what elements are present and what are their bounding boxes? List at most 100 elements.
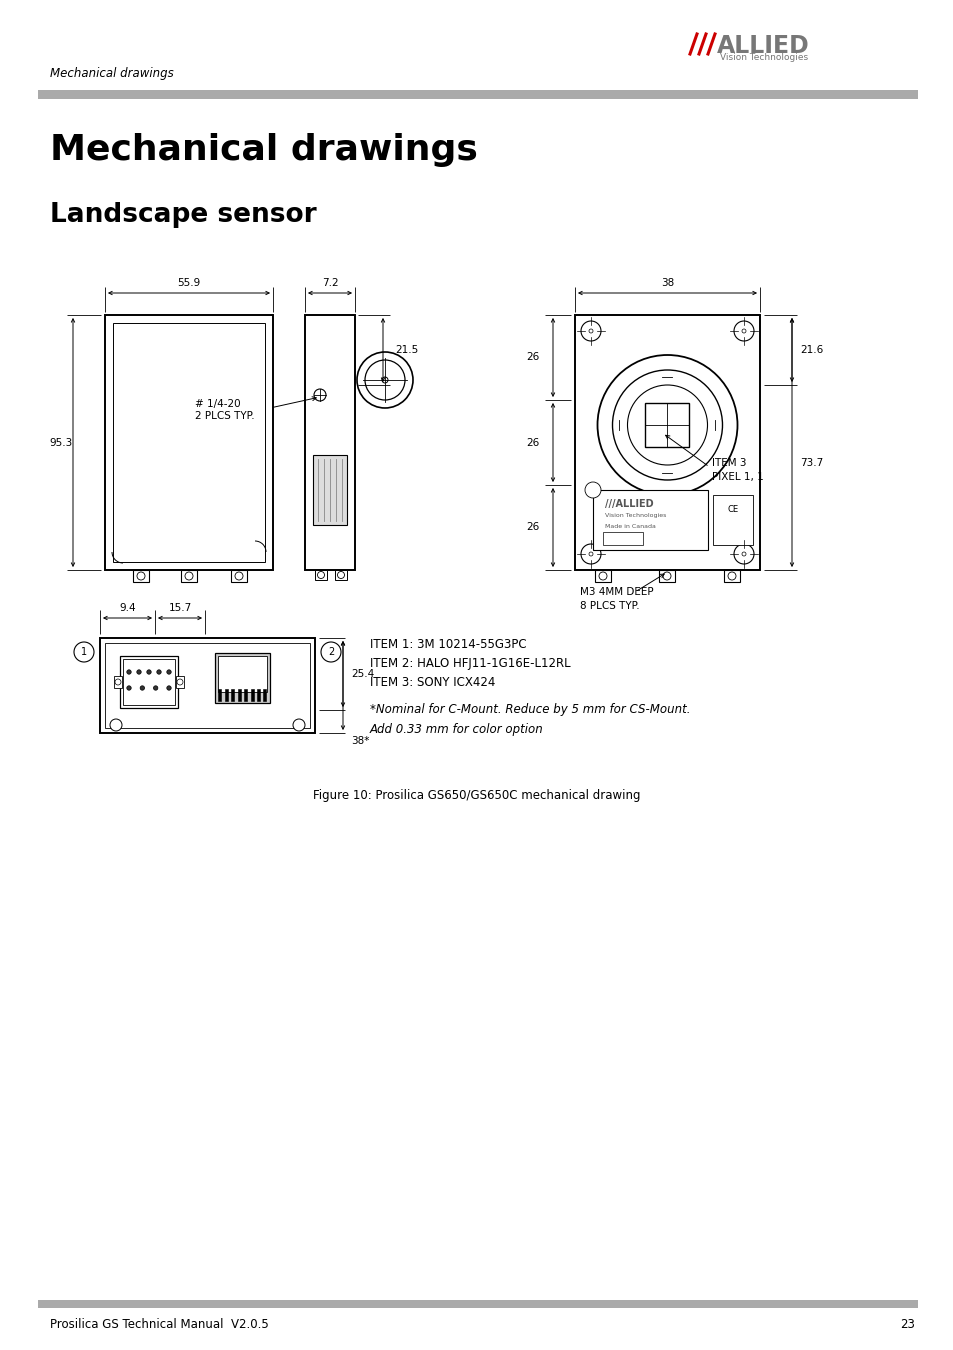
Circle shape (365, 360, 405, 400)
Bar (232, 688, 234, 701)
Circle shape (234, 572, 243, 580)
Circle shape (588, 329, 593, 333)
Circle shape (612, 370, 721, 481)
Text: PIXEL 1, 1: PIXEL 1, 1 (712, 472, 763, 482)
Bar (595, 570, 610, 582)
Circle shape (356, 352, 413, 408)
Bar (218, 656, 267, 693)
Bar (602, 532, 642, 545)
Bar (38, 90, 917, 99)
Text: ITEM 1: 3M 10214-55G3PC: ITEM 1: 3M 10214-55G3PC (370, 639, 526, 652)
Text: ITEM 3: SONY ICX424: ITEM 3: SONY ICX424 (370, 676, 495, 690)
Text: 1: 1 (81, 647, 87, 657)
Circle shape (320, 643, 340, 662)
Text: 15.7: 15.7 (168, 603, 192, 613)
Text: Add 0.33 mm for color option: Add 0.33 mm for color option (370, 722, 543, 736)
Circle shape (115, 679, 121, 684)
Bar (659, 570, 675, 582)
Bar (218, 688, 221, 701)
Circle shape (598, 572, 606, 580)
Bar (105, 315, 273, 570)
Bar (113, 676, 122, 688)
Circle shape (727, 572, 735, 580)
Circle shape (137, 572, 145, 580)
Circle shape (156, 670, 161, 674)
Circle shape (153, 686, 157, 690)
Bar (38, 1300, 917, 1308)
Text: 25.4: 25.4 (351, 670, 374, 679)
Bar (263, 688, 266, 701)
Text: 21.6: 21.6 (800, 346, 822, 355)
Text: 38: 38 (660, 278, 674, 288)
Text: Landscape sensor: Landscape sensor (50, 202, 316, 228)
Circle shape (741, 552, 745, 556)
Circle shape (293, 720, 305, 730)
Circle shape (580, 321, 600, 342)
Text: ITEM 2: HALO HFJ11-1G16E-L12RL: ITEM 2: HALO HFJ11-1G16E-L12RL (370, 657, 570, 671)
Text: # 1/4-20
2 PLCS TYP.: # 1/4-20 2 PLCS TYP. (194, 400, 254, 421)
Circle shape (314, 389, 326, 401)
Bar (123, 659, 174, 705)
Text: Made in Canada: Made in Canada (604, 524, 655, 528)
Circle shape (627, 385, 707, 464)
Text: ALLIED: ALLIED (717, 34, 809, 58)
Bar (305, 315, 355, 570)
Bar (313, 455, 347, 525)
Circle shape (381, 377, 388, 383)
Bar (175, 676, 184, 688)
Circle shape (337, 571, 344, 579)
Bar (314, 570, 327, 580)
Circle shape (167, 670, 171, 674)
Text: 2: 2 (328, 647, 334, 657)
Text: Mechanical drawings: Mechanical drawings (50, 134, 477, 167)
Text: 95.3: 95.3 (50, 437, 72, 447)
Text: 26: 26 (526, 352, 539, 363)
Circle shape (147, 670, 151, 674)
Text: ///ALLIED: ///ALLIED (604, 500, 653, 509)
Text: 73.7: 73.7 (800, 458, 822, 467)
Text: 55.9: 55.9 (177, 278, 200, 288)
Bar (645, 404, 689, 447)
Circle shape (741, 329, 745, 333)
Circle shape (136, 670, 141, 674)
Circle shape (110, 720, 122, 730)
Circle shape (317, 571, 324, 579)
Circle shape (588, 552, 593, 556)
Bar (181, 570, 196, 582)
Bar (132, 570, 149, 582)
Text: 8 PLCS TYP.: 8 PLCS TYP. (579, 601, 639, 612)
Bar (231, 570, 247, 582)
Text: M3 4MM DEEP: M3 4MM DEEP (579, 587, 653, 597)
Bar (593, 490, 707, 549)
Bar (723, 570, 740, 582)
Text: *Nominal for C-Mount. Reduce by 5 mm for CS-Mount.: *Nominal for C-Mount. Reduce by 5 mm for… (370, 703, 690, 717)
Circle shape (185, 572, 193, 580)
Circle shape (167, 686, 171, 690)
Bar (251, 688, 253, 701)
Bar (712, 495, 752, 545)
Bar (237, 688, 240, 701)
Text: ITEM 3: ITEM 3 (712, 458, 746, 468)
Circle shape (127, 686, 132, 690)
Bar (575, 315, 760, 570)
Bar (120, 656, 178, 707)
Text: CE: CE (727, 505, 738, 514)
Text: 23: 23 (900, 1319, 914, 1331)
Circle shape (127, 670, 132, 674)
Text: Mechanical drawings: Mechanical drawings (50, 66, 173, 80)
Bar (112, 323, 265, 562)
Text: 21.5: 21.5 (395, 346, 417, 355)
Text: Figure 10: Prosilica GS650/GS650C mechanical drawing: Figure 10: Prosilica GS650/GS650C mechan… (313, 788, 640, 802)
Text: Prosilica GS Technical Manual  V2.0.5: Prosilica GS Technical Manual V2.0.5 (50, 1319, 269, 1331)
Text: 7.2: 7.2 (321, 278, 338, 288)
Bar (100, 639, 314, 733)
Circle shape (662, 572, 670, 580)
Circle shape (580, 544, 600, 564)
Circle shape (733, 544, 753, 564)
Bar (256, 688, 260, 701)
Bar (105, 643, 310, 728)
Text: 26: 26 (526, 522, 539, 532)
Circle shape (597, 355, 737, 495)
Circle shape (74, 643, 94, 662)
Bar (244, 688, 247, 701)
